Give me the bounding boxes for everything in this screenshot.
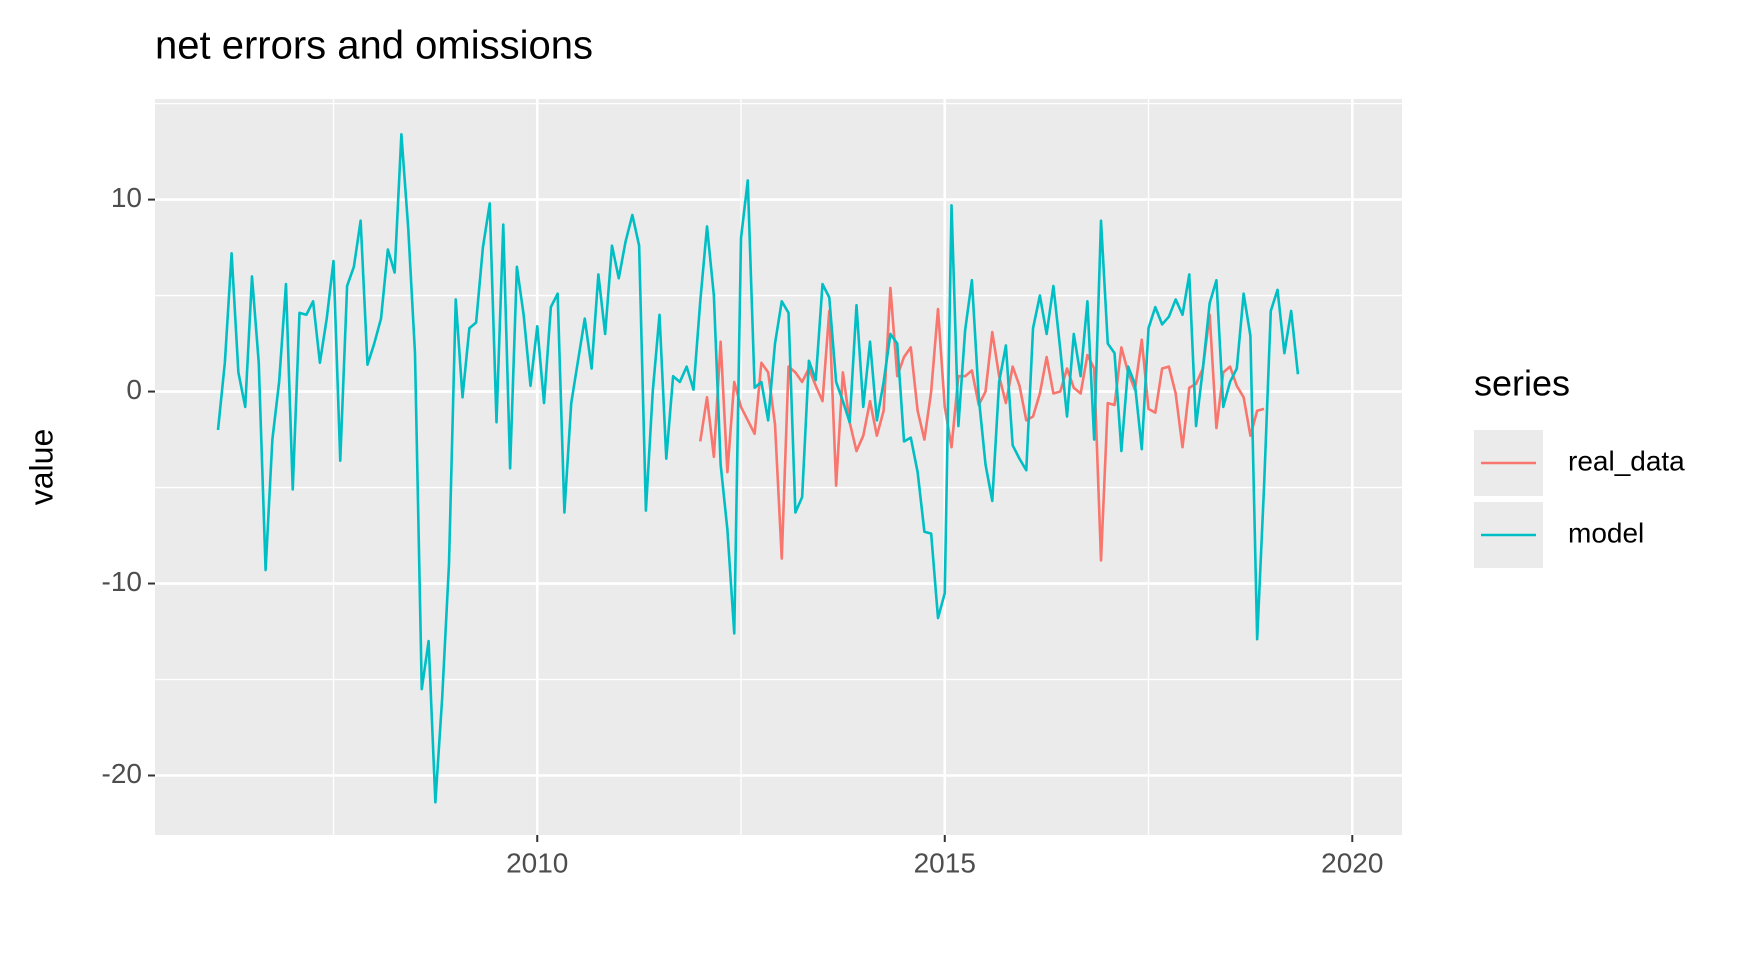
x-tick-label: 2015 [914, 847, 976, 878]
y-axis-label: value [23, 429, 59, 506]
plot-panel [155, 99, 1402, 835]
x-tick-label: 2020 [1321, 847, 1383, 878]
series-line [216, 133, 1300, 804]
legend-label: model [1568, 517, 1644, 548]
chart-title: net errors and omissions [155, 24, 593, 68]
x-tick-label: 2010 [506, 847, 568, 878]
series-line [698, 286, 1265, 562]
y-tick-label: 10 [111, 182, 142, 213]
y-tick-label: -20 [102, 758, 142, 789]
y-tick-label: 0 [126, 374, 142, 405]
legend-label: real_data [1568, 445, 1685, 476]
y-tick-label: -10 [102, 566, 142, 597]
legend-title: series [1474, 363, 1570, 404]
